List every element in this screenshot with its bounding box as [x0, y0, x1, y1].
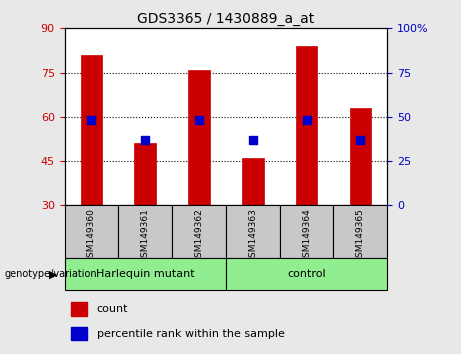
Text: control: control [287, 269, 326, 279]
Bar [226, 258, 387, 290]
Bar [333, 205, 387, 258]
Bar [188, 70, 210, 205]
Text: ▶: ▶ [49, 269, 58, 279]
Bar [81, 55, 102, 205]
Point [357, 137, 364, 143]
Bar [172, 205, 226, 258]
Point [249, 137, 256, 143]
Bar [135, 143, 156, 205]
Text: GSM149364: GSM149364 [302, 208, 311, 263]
Point [303, 118, 310, 123]
Text: percentile rank within the sample: percentile rank within the sample [97, 329, 285, 338]
Title: GDS3365 / 1430889_a_at: GDS3365 / 1430889_a_at [137, 12, 314, 26]
Bar [118, 205, 172, 258]
Bar [296, 46, 317, 205]
Text: Harlequin mutant: Harlequin mutant [96, 269, 195, 279]
Bar [71, 327, 87, 341]
Bar [65, 258, 226, 290]
Text: GSM149360: GSM149360 [87, 208, 96, 263]
Point [142, 137, 149, 143]
Point [195, 118, 203, 123]
Text: GSM149362: GSM149362 [195, 208, 203, 263]
Bar [242, 158, 264, 205]
Bar [280, 205, 333, 258]
Bar [349, 108, 371, 205]
Bar [65, 205, 118, 258]
Bar [226, 205, 280, 258]
Point [88, 118, 95, 123]
Text: GSM149361: GSM149361 [141, 208, 150, 263]
Text: GSM149365: GSM149365 [356, 208, 365, 263]
Bar [71, 302, 87, 316]
Text: count: count [97, 304, 128, 314]
Text: genotype/variation: genotype/variation [5, 269, 97, 279]
Text: GSM149363: GSM149363 [248, 208, 257, 263]
